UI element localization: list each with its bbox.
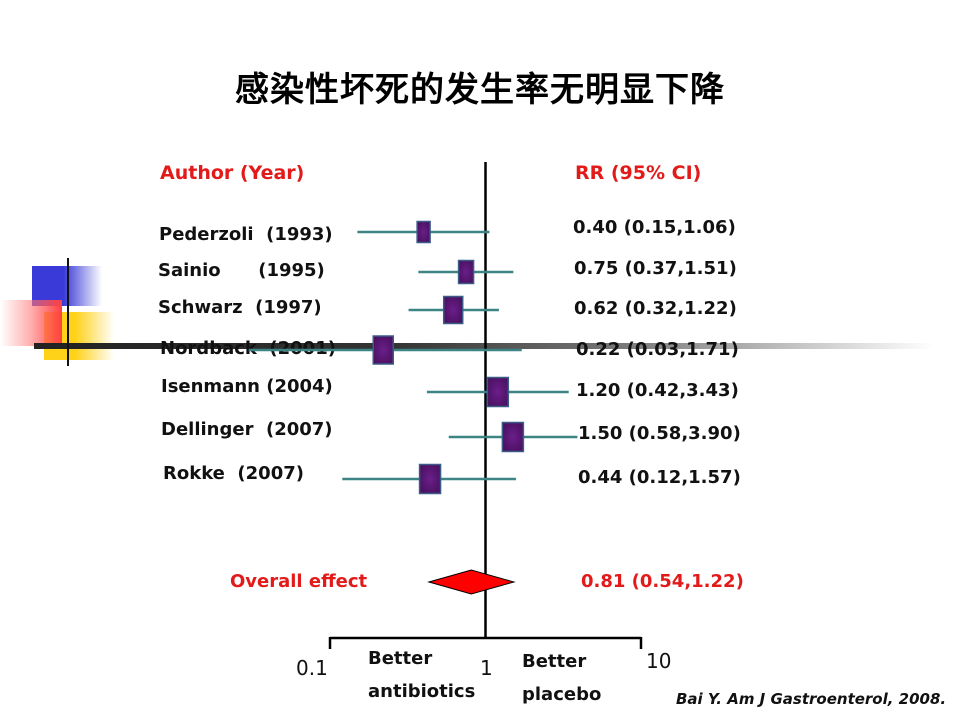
author-year-header: Author (Year) [160, 162, 305, 184]
point-estimate-box [486, 376, 510, 408]
overall-diamond [427, 569, 516, 595]
point-estimate-box [442, 295, 464, 325]
axis-tick-label: 10 [646, 649, 672, 673]
decor-horizontal-line [34, 343, 934, 349]
direction-right-line: Better [522, 651, 587, 672]
study-rr-ci: 0.62 (0.32,1.22) [574, 298, 737, 319]
direction-label-left: Better antibiotics [368, 642, 475, 708]
study-label: Dellinger (2007) [161, 419, 333, 440]
direction-left-line: Better [368, 648, 433, 669]
study-rr-ci: 0.75 (0.37,1.51) [574, 258, 737, 279]
decor-red-square [0, 300, 62, 346]
study-label: Pederzoli (1993) [159, 224, 333, 245]
rr-ci-header: RR (95% CI) [575, 162, 702, 184]
study-label: Schwarz (1997) [158, 297, 322, 318]
point-estimate-box [372, 335, 394, 365]
study-label: Rokke (2007) [163, 463, 304, 484]
study-label: Sainio (1995) [158, 260, 325, 281]
study-rr-ci: 0.40 (0.15,1.06) [573, 217, 736, 238]
point-estimate-box [416, 220, 431, 244]
direction-left-line: antibiotics [368, 681, 476, 702]
point-estimate-box [418, 463, 442, 495]
axis-tick-label: 0.1 [296, 656, 328, 680]
overall-effect-rr: 0.81 (0.54,1.22) [581, 571, 744, 592]
study-rr-ci: 1.20 (0.42,3.43) [576, 380, 739, 401]
study-label: Isenmann (2004) [161, 376, 333, 397]
point-estimate-box [457, 259, 475, 285]
study-rr-ci: 0.22 (0.03,1.71) [576, 339, 739, 360]
study-rr-ci: 1.50 (0.58,3.90) [578, 423, 741, 444]
overall-effect-label: Overall effect [230, 571, 368, 592]
citation: Bai Y. Am J Gastroenterol, 2008. [676, 690, 947, 708]
direction-right-line: placebo [522, 684, 602, 705]
study-label: Nordback (2001) [160, 338, 336, 359]
axis-tick-label: 1 [480, 656, 493, 680]
direction-label-right: Better placebo [522, 645, 601, 711]
decor-vertical-line [67, 258, 69, 366]
study-rr-ci: 0.44 (0.12,1.57) [578, 467, 741, 488]
slide-title: 感染性坏死的发生率无明显下降 [235, 70, 725, 110]
point-estimate-box [501, 421, 525, 453]
